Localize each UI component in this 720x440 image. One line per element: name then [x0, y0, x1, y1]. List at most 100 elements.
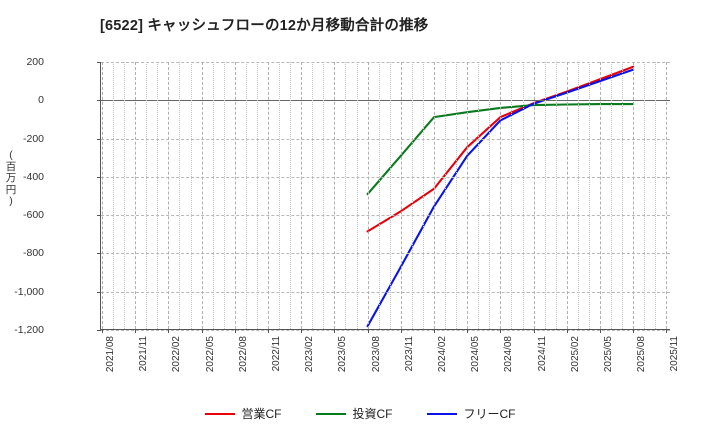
- legend-color-swatch: [315, 412, 346, 415]
- gridline-vertical: [478, 62, 480, 329]
- gridline-vertical: [555, 62, 557, 329]
- gridline-vertical: [312, 62, 314, 329]
- gridline-vertical: [367, 62, 369, 329]
- gridline-horizontal: [101, 100, 670, 102]
- y-tick-label: 0: [38, 94, 44, 107]
- y-axis-label-char: 円: [5, 183, 17, 196]
- x-tick-label: 2025/11: [669, 336, 681, 372]
- y-tick-mark: [97, 100, 101, 102]
- x-tick-mark: [566, 329, 568, 333]
- gridline-vertical: [533, 62, 535, 329]
- chart-legend: 営業CF 投資CF フリーCF: [0, 405, 720, 422]
- gridline-horizontal: [101, 330, 670, 331]
- legend-label: 営業CF: [241, 407, 282, 421]
- gridline-vertical: [279, 62, 281, 329]
- gridline-vertical: [577, 62, 579, 329]
- x-tick-label: 2025/05: [603, 336, 614, 373]
- series-layer: [366, 65, 635, 328]
- y-tick-label: -800: [22, 247, 44, 260]
- x-tick-label: 2022/05: [204, 336, 216, 373]
- y-axis-label-char: ): [9, 195, 13, 207]
- x-tick-label: 2021/08: [105, 336, 116, 373]
- x-tick-mark: [533, 329, 535, 333]
- x-tick-mark: [400, 329, 402, 333]
- y-tick-mark: [97, 62, 101, 63]
- gridline-vertical: [378, 62, 380, 329]
- gridline-vertical: [500, 62, 502, 329]
- x-tick-label: 2022/02: [171, 336, 183, 373]
- y-tick-mark: [97, 176, 101, 178]
- x-tick-mark: [666, 329, 668, 333]
- y-tick-label: -400: [22, 170, 44, 183]
- gridline-vertical: [345, 62, 347, 329]
- x-tick-label: 2024/02: [437, 336, 448, 373]
- legend-label: フリーCF: [463, 407, 516, 421]
- x-tick-label: 2023/11: [403, 336, 415, 372]
- gridline-vertical: [190, 62, 192, 329]
- y-tick-label: -1,200: [14, 324, 44, 336]
- gridline-vertical: [389, 62, 391, 329]
- gridline-horizontal: [101, 291, 670, 293]
- y-tick-label: -200: [22, 132, 44, 145]
- gridline-vertical: [522, 62, 524, 329]
- gridline-vertical: [334, 62, 336, 329]
- y-tick-label: -600: [22, 209, 44, 222]
- gridline-vertical: [356, 62, 358, 329]
- x-tick-label: 2024/11: [536, 336, 548, 372]
- x-tick-label: 2022/08: [237, 336, 249, 373]
- gridline-vertical: [489, 62, 491, 329]
- page-title: [6522] キャッシュフローの12か月移動合計の推移: [100, 18, 429, 34]
- gridline-vertical: [323, 62, 325, 329]
- gridline-vertical: [102, 62, 103, 329]
- x-tick-mark: [434, 329, 435, 333]
- legend-item[interactable]: 投資CF: [315, 405, 393, 422]
- gridline-vertical: [566, 62, 568, 329]
- x-tick-mark: [168, 329, 170, 333]
- gridline-vertical: [666, 62, 668, 329]
- gridline-vertical: [467, 62, 469, 329]
- x-tick-label: 2022/11: [271, 336, 282, 372]
- gridline-vertical: [201, 62, 203, 329]
- gridline-vertical: [256, 62, 258, 329]
- gridline-horizontal: [101, 176, 670, 178]
- gridline-vertical: [212, 62, 214, 329]
- y-tick-mark: [97, 330, 101, 331]
- gridline-vertical: [633, 62, 635, 329]
- gridline-vertical: [588, 62, 590, 329]
- x-tick-mark: [500, 329, 502, 333]
- legend-color-swatch: [204, 412, 235, 415]
- x-tick-label: 2023/02: [304, 336, 316, 373]
- x-tick-label: 2025/08: [636, 336, 648, 373]
- gridline-vertical: [544, 62, 546, 329]
- y-tick-label: -1,000: [14, 285, 44, 298]
- gridline-vertical: [622, 62, 624, 329]
- legend-item[interactable]: フリーCF: [426, 405, 516, 422]
- x-tick-label: 2021/11: [138, 336, 150, 372]
- y-tick-mark: [97, 215, 101, 217]
- y-tick-mark: [97, 291, 101, 293]
- legend-item[interactable]: 営業CF: [204, 405, 282, 422]
- y-tick-label: 200: [26, 56, 44, 68]
- x-tick-mark: [467, 329, 469, 333]
- gridline-vertical: [179, 62, 181, 329]
- gridline-vertical: [245, 62, 247, 329]
- gridline-vertical: [290, 62, 292, 329]
- gridline-vertical: [456, 62, 458, 329]
- gridline-vertical: [234, 62, 236, 329]
- gridline-vertical: [445, 62, 447, 329]
- gridline-horizontal: [101, 215, 670, 217]
- x-tick-mark: [102, 329, 103, 333]
- gridline-vertical: [511, 62, 513, 329]
- x-tick-mark: [600, 329, 601, 333]
- gridline-horizontal: [101, 62, 670, 63]
- x-tick-label: 2024/08: [503, 336, 515, 373]
- y-axis-label-char: (: [9, 149, 13, 161]
- x-tick-mark: [334, 329, 336, 333]
- gridline-vertical: [113, 62, 115, 329]
- x-tick-mark: [234, 329, 236, 333]
- gridline-vertical: [301, 62, 303, 329]
- y-axis-label: (百万円): [2, 149, 20, 208]
- gridline-vertical: [146, 62, 148, 329]
- x-tick-label: 2023/08: [370, 336, 382, 373]
